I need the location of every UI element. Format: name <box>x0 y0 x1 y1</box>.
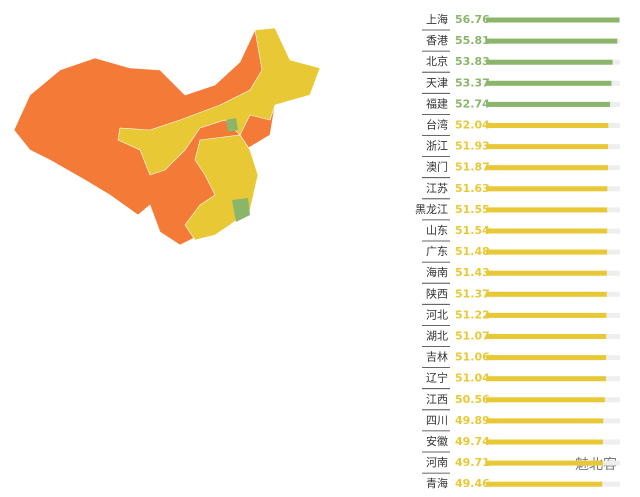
map-region <box>117 27 321 176</box>
category-label: 北京 <box>426 54 448 68</box>
bar <box>486 59 613 65</box>
bar <box>486 165 608 171</box>
category-label: 福建 <box>426 96 448 110</box>
value-label: 49.74 <box>455 435 490 448</box>
bar <box>486 481 603 487</box>
value-label: 49.46 <box>455 477 490 490</box>
map-region <box>226 118 238 132</box>
bar <box>486 123 609 128</box>
category-label: 安徽 <box>426 434 448 448</box>
category-label: 吉林 <box>426 350 448 364</box>
category-label: 天津 <box>426 76 448 89</box>
category-label: 黑龙江 <box>415 203 448 216</box>
category-label: 上海 <box>426 12 448 26</box>
category-label: 香港 <box>426 34 448 47</box>
bar <box>486 291 607 297</box>
category-label: 青海 <box>426 476 448 490</box>
category-label: 海南 <box>426 265 448 279</box>
value-label: 51.04 <box>455 372 490 385</box>
bar <box>486 17 620 23</box>
value-label: 56.76 <box>455 13 490 26</box>
value-label: 49.89 <box>455 414 490 427</box>
category-label: 河南 <box>426 456 448 469</box>
category-label: 浙江 <box>426 140 448 153</box>
category-label: 辽宁 <box>426 371 448 385</box>
value-label: 51.54 <box>455 224 490 237</box>
value-label: 53.83 <box>455 55 490 68</box>
bar <box>486 355 607 361</box>
value-label: 52.04 <box>455 119 490 132</box>
category-label: 江苏 <box>426 182 448 195</box>
category-label: 河北 <box>426 308 448 321</box>
value-label: 53.37 <box>455 76 490 89</box>
bar <box>486 228 608 234</box>
value-label: 51.06 <box>455 351 490 364</box>
category-label: 陕西 <box>426 286 448 300</box>
value-label: 51.48 <box>455 245 490 258</box>
value-label: 51.55 <box>455 203 490 216</box>
bar <box>486 207 608 213</box>
value-label: 52.74 <box>455 97 490 110</box>
value-label: 55.81 <box>455 34 490 47</box>
category-label: 台湾 <box>426 118 448 132</box>
bar <box>486 312 607 318</box>
bar <box>486 38 618 44</box>
bar <box>486 334 607 339</box>
value-label: 51.63 <box>455 182 490 195</box>
value-label: 51.93 <box>455 140 490 153</box>
bar <box>486 144 609 150</box>
map <box>13 27 321 246</box>
map-region <box>232 198 250 222</box>
category-label: 湖北 <box>426 330 448 343</box>
bar <box>486 249 608 255</box>
category-label: 澳门 <box>426 160 448 174</box>
category-label: 四川 <box>426 414 448 427</box>
bar <box>486 418 604 424</box>
value-label: 51.22 <box>455 308 490 321</box>
bar <box>486 397 605 403</box>
bar <box>486 439 603 445</box>
bar <box>486 186 608 192</box>
value-label: 49.71 <box>455 456 490 469</box>
bar <box>486 101 610 107</box>
value-label: 51.87 <box>455 161 490 174</box>
value-label: 51.07 <box>455 330 490 343</box>
category-label: 山东 <box>426 224 448 237</box>
bar <box>486 460 603 466</box>
category-label: 江西 <box>426 393 448 406</box>
bar <box>486 376 606 382</box>
category-label: 广东 <box>426 245 448 258</box>
value-label: 50.56 <box>455 393 490 406</box>
value-label: 51.43 <box>455 266 490 279</box>
value-label: 51.37 <box>455 287 490 300</box>
bar <box>486 270 607 276</box>
bar <box>486 80 612 86</box>
